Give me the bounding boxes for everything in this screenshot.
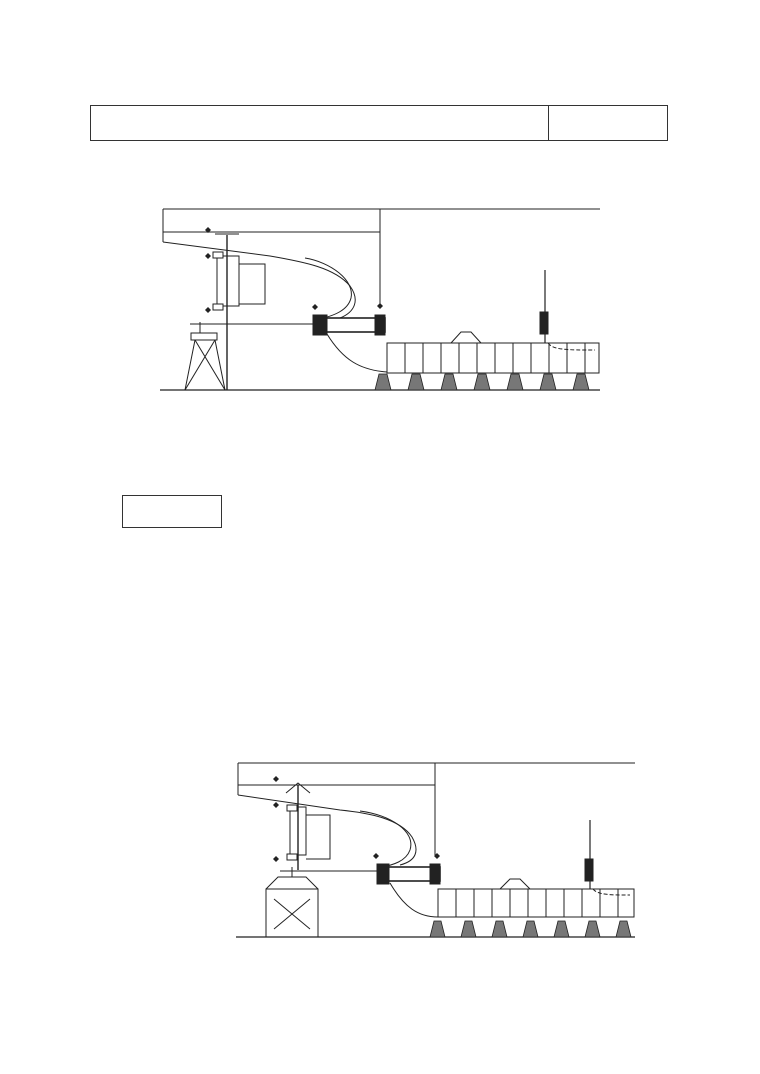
sweep-curve bbox=[326, 333, 388, 373]
keel-blocks bbox=[429, 920, 632, 938]
upper-hull-slope bbox=[237, 794, 417, 866]
sweep-curve bbox=[389, 882, 439, 918]
header-code bbox=[549, 106, 667, 140]
deck-cap bbox=[450, 331, 482, 344]
figure-bottom-diagram bbox=[236, 762, 635, 938]
header-box bbox=[90, 105, 668, 141]
survey-markers bbox=[273, 776, 440, 862]
deck-cap bbox=[499, 878, 531, 890]
upper-hull-slope bbox=[162, 241, 356, 319]
trestle-support bbox=[184, 339, 226, 391]
box-support bbox=[265, 888, 319, 938]
bow-curve bbox=[359, 810, 412, 869]
bow-curve bbox=[304, 257, 352, 321]
hanger-bracket bbox=[216, 255, 240, 307]
hanger-bracket bbox=[289, 806, 307, 856]
label-box bbox=[122, 495, 222, 528]
survey-markers bbox=[205, 227, 383, 313]
header-title bbox=[91, 106, 549, 140]
figure-top-diagram bbox=[160, 208, 600, 391]
hull-body bbox=[437, 888, 635, 918]
keel-blocks bbox=[374, 373, 590, 391]
hull-body bbox=[386, 342, 600, 374]
